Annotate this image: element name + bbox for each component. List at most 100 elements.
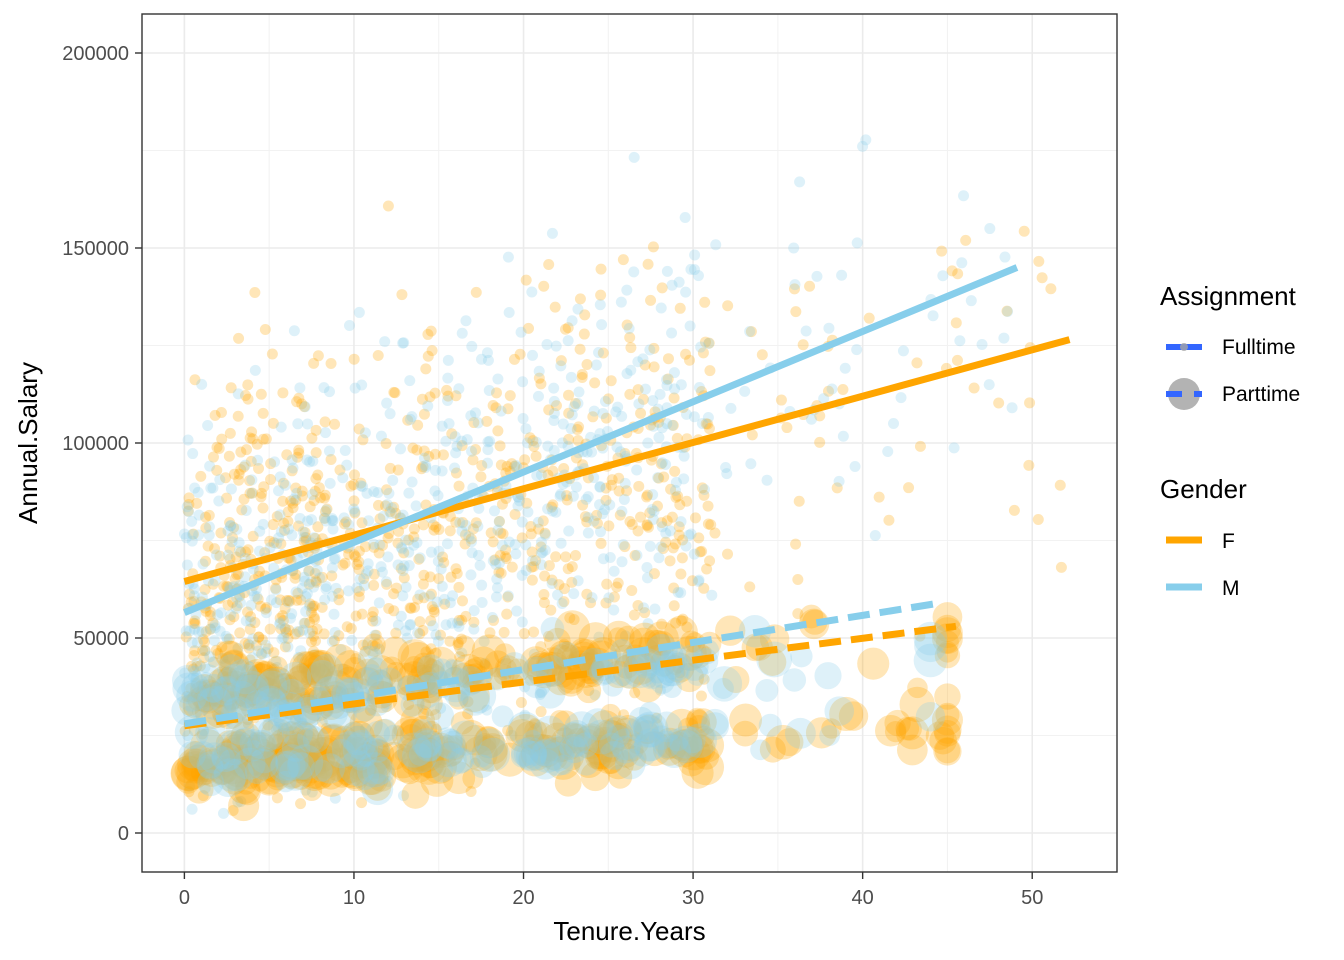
point-f-parttime: [407, 745, 434, 772]
point-m-fulltime: [706, 589, 718, 601]
point-m-fulltime: [515, 326, 527, 338]
point-f-fulltime: [502, 403, 514, 415]
point-m-fulltime: [670, 476, 682, 488]
point-f-parttime: [462, 735, 498, 772]
point-m-fulltime: [623, 322, 635, 334]
point-f-fulltime: [558, 596, 570, 608]
point-m-fulltime: [695, 341, 707, 353]
point-m-fulltime: [179, 667, 191, 679]
point-f-fulltime: [333, 587, 345, 599]
point-f-fulltime: [310, 447, 322, 459]
point-f-fulltime: [253, 565, 265, 577]
point-m-fulltime: [556, 437, 568, 449]
point-m-fulltime: [446, 617, 458, 629]
point-f-fulltime: [353, 591, 365, 603]
point-f-fulltime: [232, 568, 244, 580]
point-f-fulltime: [628, 609, 640, 621]
point-m-fulltime: [618, 494, 630, 506]
point-f-fulltime: [775, 394, 787, 406]
point-f-fulltime: [535, 378, 547, 390]
point-f-fulltime: [420, 646, 432, 658]
point-m-parttime: [221, 758, 254, 792]
point-m-fulltime: [666, 279, 678, 291]
point-f-parttime: [215, 758, 240, 783]
point-m-fulltime: [531, 469, 543, 481]
point-m-fulltime: [614, 446, 626, 458]
point-m-fulltime: [597, 442, 609, 454]
point-f-fulltime: [356, 608, 368, 620]
point-f-fulltime: [182, 505, 194, 517]
point-f-fulltime: [231, 569, 243, 581]
point-f-fulltime: [591, 509, 603, 521]
point-f-fulltime: [684, 354, 696, 366]
point-f-parttime: [258, 667, 285, 694]
point-f-fulltime: [530, 450, 542, 462]
point-m-fulltime: [431, 596, 443, 608]
point-m-fulltime: [184, 752, 196, 764]
point-f-parttime: [202, 680, 224, 702]
point-m-fulltime: [376, 566, 388, 578]
point-m-fulltime: [304, 456, 316, 468]
point-m-fulltime: [432, 635, 444, 647]
point-m-fulltime: [603, 592, 615, 604]
point-m-fulltime: [450, 664, 462, 676]
point-f-parttime: [271, 757, 295, 781]
point-f-fulltime: [235, 733, 247, 745]
point-f-fulltime: [460, 610, 472, 622]
point-f-fulltime: [488, 614, 500, 626]
point-f-fulltime: [349, 507, 361, 519]
point-f-fulltime: [578, 328, 590, 340]
point-f-fulltime: [320, 722, 332, 734]
point-f-fulltime: [339, 557, 351, 569]
point-f-fulltime: [951, 354, 963, 366]
point-f-parttime: [190, 681, 211, 702]
point-m-fulltime: [631, 549, 643, 561]
point-f-fulltime: [306, 432, 318, 444]
point-f-fulltime: [535, 706, 547, 718]
point-m-fulltime: [502, 590, 514, 602]
point-f-parttime: [291, 722, 319, 750]
point-f-fulltime: [672, 490, 684, 502]
point-f-fulltime: [350, 610, 362, 622]
point-f-fulltime: [508, 353, 520, 365]
point-f-parttime: [829, 696, 864, 732]
point-f-fulltime: [280, 627, 292, 639]
point-f-parttime: [283, 670, 317, 704]
point-f-parttime: [242, 734, 271, 763]
point-f-fulltime: [535, 541, 547, 553]
point-f-fulltime: [211, 767, 223, 779]
point-m-fulltime: [395, 542, 407, 554]
point-m-fulltime: [639, 383, 651, 395]
point-m-fulltime: [619, 477, 631, 489]
point-f-fulltime: [668, 582, 680, 594]
point-m-fulltime: [594, 299, 606, 311]
point-f-parttime: [226, 728, 262, 764]
point-f-fulltime: [524, 432, 536, 444]
point-m-fulltime: [567, 490, 579, 502]
point-f-parttime: [686, 707, 708, 729]
point-m-fulltime: [207, 482, 219, 494]
point-f-parttime: [427, 735, 457, 765]
point-m-fulltime: [286, 608, 298, 620]
point-m-fulltime: [302, 729, 314, 741]
point-f-parttime: [281, 753, 310, 782]
point-f-fulltime: [211, 441, 223, 453]
point-m-parttime: [651, 711, 683, 743]
point-m-parttime: [430, 760, 454, 783]
point-f-parttime: [775, 728, 804, 757]
point-m-fulltime: [595, 526, 607, 538]
point-f-fulltime: [204, 610, 216, 622]
point-m-parttime: [202, 682, 224, 703]
point-f-parttime: [579, 661, 602, 685]
point-f-fulltime: [235, 446, 247, 458]
point-f-fulltime: [437, 449, 449, 461]
point-f-parttime: [520, 734, 542, 755]
point-f-fulltime: [1045, 283, 1057, 295]
point-f-fulltime: [366, 611, 378, 623]
point-f-fulltime: [352, 762, 364, 774]
point-f-parttime: [252, 761, 287, 796]
point-f-parttime: [884, 721, 907, 743]
point-f-parttime: [217, 666, 239, 687]
point-f-fulltime: [274, 612, 286, 624]
point-m-fulltime: [290, 586, 302, 598]
